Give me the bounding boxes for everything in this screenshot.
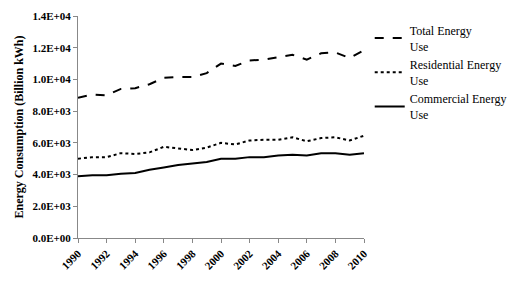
- svg-text:2008: 2008: [317, 247, 341, 271]
- svg-text:Energy Consumption (Billion kW: Energy Consumption (Billion kWh): [12, 35, 26, 218]
- svg-text:4.0E+03: 4.0E+03: [32, 168, 71, 180]
- svg-text:2010: 2010: [345, 247, 369, 271]
- svg-text:2006: 2006: [288, 247, 312, 271]
- svg-text:6.0E+03: 6.0E+03: [32, 137, 71, 149]
- svg-text:8.0E+03: 8.0E+03: [32, 105, 71, 117]
- svg-text:1998: 1998: [174, 247, 198, 271]
- svg-text:1.4E+04: 1.4E+04: [32, 10, 71, 22]
- svg-text:2004: 2004: [259, 247, 283, 271]
- svg-text:1990: 1990: [59, 247, 83, 271]
- svg-text:1996: 1996: [145, 247, 169, 271]
- svg-text:2.0E+03: 2.0E+03: [32, 200, 71, 212]
- svg-text:Residential EnergyUse: Residential EnergyUse: [410, 58, 501, 88]
- svg-text:2002: 2002: [231, 247, 255, 271]
- svg-text:Commercial EnergyUse: Commercial EnergyUse: [410, 92, 507, 122]
- svg-text:1992: 1992: [88, 247, 112, 271]
- svg-text:2000: 2000: [202, 247, 226, 271]
- svg-text:0.0E+00: 0.0E+00: [32, 232, 71, 244]
- svg-text:1.2E+04: 1.2E+04: [32, 42, 71, 54]
- svg-text:1994: 1994: [116, 247, 140, 271]
- svg-text:1.0E+04: 1.0E+04: [32, 73, 71, 85]
- svg-text:Total EnergyUse: Total EnergyUse: [410, 24, 472, 54]
